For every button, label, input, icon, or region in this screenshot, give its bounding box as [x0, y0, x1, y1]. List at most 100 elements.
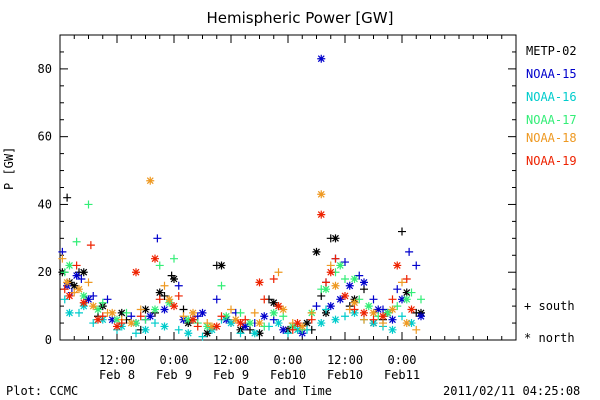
point-north-noaa-17: [113, 315, 121, 324]
point-south-noaa-18: [379, 319, 387, 328]
point-south-metp-02: [246, 325, 254, 334]
point-north-noaa-18: [402, 319, 411, 328]
point-south-noaa-15: [312, 302, 321, 311]
point-south-noaa-16: [60, 295, 69, 304]
point-north-noaa-15: [160, 305, 169, 314]
point-north-noaa-18: [189, 308, 197, 317]
point-south-noaa-17: [417, 295, 425, 304]
point-south-noaa-19: [136, 312, 145, 321]
legend-item-metp-02: METP-02: [526, 44, 577, 58]
point-north-noaa-15: [198, 308, 207, 317]
point-north-noaa-19: [360, 308, 368, 317]
point-north-noaa-18: [108, 308, 117, 317]
point-north-noaa-19: [407, 305, 416, 314]
point-north-noaa-17: [222, 312, 231, 321]
point-south-noaa-19: [72, 261, 81, 270]
point-south-noaa-19: [98, 312, 107, 321]
point-south-noaa-17: [393, 302, 402, 311]
point-south-metp-02: [317, 291, 326, 300]
x-tick-label-date: Feb10: [327, 368, 363, 382]
point-north-noaa-18: [388, 305, 397, 314]
point-north-noaa-17: [269, 308, 278, 317]
point-north-metp-02: [141, 305, 150, 314]
point-north-noaa-18: [331, 281, 340, 290]
point-north-noaa-18: [369, 308, 378, 317]
point-north-noaa-17: [402, 295, 411, 304]
point-north-noaa-18: [89, 302, 98, 311]
point-north-metp-02: [170, 275, 178, 283]
point-north-noaa-17: [79, 291, 88, 300]
point-south-noaa-18: [160, 281, 169, 290]
point-south-noaa-15: [103, 295, 112, 304]
point-south-noaa-18: [360, 315, 368, 324]
point-north-noaa-18: [165, 295, 174, 304]
x-tick-label-time: 0:00: [160, 353, 189, 367]
point-south-noaa-19: [322, 278, 330, 287]
point-south-noaa-19: [86, 241, 95, 250]
point-north-noaa-15: [417, 312, 425, 321]
x-axis-label: Date and Time: [238, 384, 332, 398]
point-south-noaa-17: [72, 237, 81, 246]
point-south-noaa-15: [89, 291, 98, 300]
point-north-metp-02: [255, 329, 264, 338]
point-north-noaa-19: [236, 319, 245, 328]
point-north-noaa-15: [279, 325, 288, 334]
point-south-noaa-19: [260, 295, 269, 304]
symbol-key-north-label: north: [538, 331, 575, 345]
point-south-noaa-19: [60, 285, 69, 294]
point-south-noaa-18: [58, 254, 67, 263]
point-north-noaa-16: [250, 329, 259, 338]
x-tick-label-date: Feb 8: [99, 368, 135, 382]
point-north-noaa-16: [407, 319, 416, 328]
point-north-noaa-16: [317, 319, 326, 328]
point-north-noaa-15: [374, 305, 383, 314]
point-south-noaa-19: [369, 315, 378, 324]
point-north-metp-02: [117, 308, 126, 317]
point-north-noaa-19: [341, 291, 349, 300]
point-north-noaa-19: [94, 315, 102, 324]
point-south-metp-02: [398, 227, 406, 236]
point-south-metp-02: [179, 305, 188, 314]
point-south-noaa-15: [58, 247, 67, 256]
point-north-noaa-19: [293, 319, 302, 328]
point-south-noaa-19: [217, 312, 226, 321]
point-north-metp-02: [331, 234, 340, 243]
legend-item-noaa-17: NOAA-17: [526, 113, 577, 127]
point-south-noaa-17: [341, 275, 349, 283]
point-south-noaa-15: [341, 258, 349, 267]
point-south-noaa-19: [269, 275, 278, 283]
plot-credit: Plot: CCMC: [6, 384, 79, 398]
x-tick-label-time: 12:00: [213, 353, 249, 367]
point-south-noaa-16: [284, 329, 292, 338]
point-north-noaa-18: [208, 322, 216, 331]
point-south-noaa-18: [227, 305, 235, 314]
point-south-noaa-15: [369, 295, 378, 304]
point-north-noaa-19: [113, 322, 121, 331]
point-north-noaa-18: [255, 319, 264, 328]
point-south-noaa-19: [331, 254, 340, 263]
point-south-noaa-16: [89, 319, 98, 328]
point-north-noaa-17: [383, 308, 392, 317]
point-south-noaa-19: [193, 322, 202, 331]
point-north-noaa-15: [336, 295, 345, 304]
point-south-noaa-16: [341, 312, 349, 321]
point-north-noaa-19: [79, 298, 88, 307]
x-tick-label-date: Feb 9: [213, 368, 249, 382]
point-south-metp-02: [360, 285, 368, 294]
point-north-noaa-17: [364, 302, 373, 311]
point-north-noaa-19: [151, 254, 159, 263]
point-north-noaa-17: [246, 319, 254, 328]
point-north-metp-02: [70, 281, 79, 290]
point-north-noaa-18: [298, 322, 307, 331]
point-south-noaa-19: [174, 291, 183, 300]
point-north-noaa-18: [146, 176, 155, 185]
point-north-noaa-15: [72, 271, 81, 280]
point-north-noaa-17: [322, 285, 330, 294]
y-tick-label: 20: [38, 265, 52, 279]
point-south-noaa-16: [236, 329, 245, 338]
point-south-noaa-17: [170, 254, 178, 263]
point-north-noaa-19: [212, 322, 221, 331]
point-south-noaa-16: [151, 319, 159, 328]
symbol-key-north: * north: [524, 331, 575, 345]
point-north-noaa-19: [170, 302, 178, 311]
